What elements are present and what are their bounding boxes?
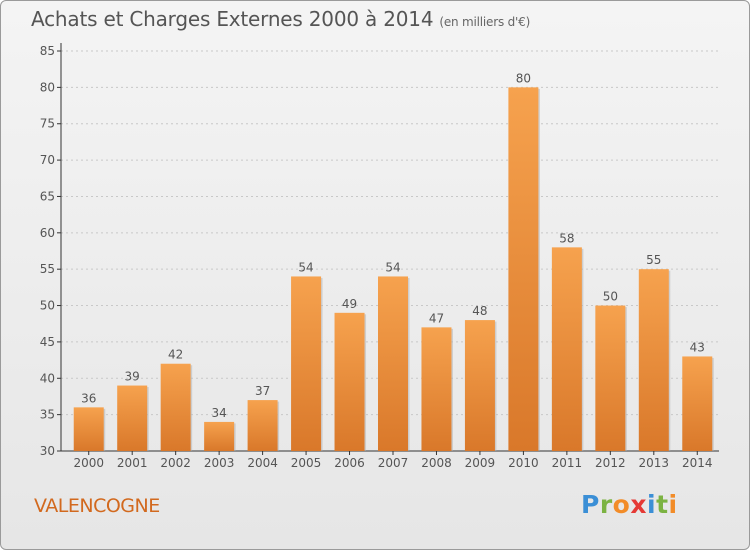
- data-label: 48: [472, 304, 487, 318]
- x-tick-label: 2002: [160, 456, 191, 470]
- proxiti-logo: Proxiti: [581, 490, 678, 519]
- x-tick-label: 2008: [421, 456, 452, 470]
- data-label: 47: [429, 311, 444, 325]
- logo-letter: x: [630, 490, 647, 519]
- data-label: 36: [81, 391, 96, 405]
- data-label: 43: [690, 340, 705, 354]
- logo-letter: o: [612, 490, 631, 519]
- data-label: 50: [603, 290, 618, 304]
- x-tick-label: 2000: [73, 456, 104, 470]
- x-tick-label: 2001: [117, 456, 148, 470]
- x-tick-label: 2003: [204, 456, 235, 470]
- bar: [464, 320, 495, 451]
- logo-letter: P: [581, 490, 600, 519]
- bar: [334, 312, 365, 451]
- chart-title-text: Achats et Charges Externes 2000 à 2014: [31, 7, 434, 31]
- bar: [117, 385, 148, 451]
- y-tick-label: 60: [40, 226, 55, 240]
- data-label: 39: [125, 370, 140, 384]
- data-label: 80: [516, 71, 531, 85]
- data-label: 34: [211, 406, 226, 420]
- data-label: 55: [646, 253, 661, 267]
- bar: [291, 276, 322, 451]
- bar: [160, 363, 191, 451]
- y-tick-label: 45: [40, 335, 55, 349]
- y-tick-label: 35: [40, 408, 55, 422]
- x-tick-label: 2010: [508, 456, 539, 470]
- bar: [421, 327, 452, 451]
- bar: [682, 356, 713, 451]
- bar: [551, 247, 582, 451]
- y-tick-label: 30: [40, 444, 55, 458]
- logo-letter: t: [656, 490, 669, 519]
- x-tick-label: 2013: [639, 456, 670, 470]
- x-tick-label: 2012: [595, 456, 626, 470]
- bar: [638, 269, 669, 451]
- bar: [73, 407, 104, 451]
- bar: [247, 400, 278, 451]
- y-tick-label: 55: [40, 262, 55, 276]
- data-label: 54: [385, 260, 400, 274]
- y-tick-label: 70: [40, 153, 55, 167]
- data-label: 42: [168, 348, 183, 362]
- bar: [378, 276, 408, 451]
- data-label: 54: [298, 260, 313, 274]
- chart-unit-note: (en milliers d'€): [439, 15, 531, 29]
- y-tick-label: 65: [40, 189, 55, 203]
- data-label: 37: [255, 384, 270, 398]
- logo-letter: i: [668, 490, 678, 519]
- chart-title: Achats et Charges Externes 2000 à 2014 (e…: [31, 7, 530, 31]
- logo-letter: r: [599, 490, 613, 519]
- logo-letter: i: [647, 490, 657, 519]
- y-tick-label: 80: [40, 80, 55, 94]
- place-name: VALENCOGNE: [34, 495, 160, 517]
- data-label: 58: [559, 231, 574, 245]
- y-tick-label: 75: [40, 117, 55, 131]
- y-tick-label: 85: [40, 44, 55, 58]
- x-tick-label: 2014: [682, 456, 713, 470]
- y-tick-label: 40: [40, 371, 55, 385]
- y-tick-label: 50: [40, 299, 55, 313]
- x-tick-label: 2006: [334, 456, 365, 470]
- bar: [595, 305, 626, 451]
- x-tick-label: 2009: [465, 456, 496, 470]
- data-label: 49: [342, 297, 357, 311]
- bar: [508, 87, 539, 451]
- x-tick-label: 2011: [552, 456, 583, 470]
- x-tick-label: 2007: [378, 456, 409, 470]
- bar: [204, 421, 235, 451]
- x-tick-label: 2005: [291, 456, 322, 470]
- x-tick-label: 2004: [247, 456, 278, 470]
